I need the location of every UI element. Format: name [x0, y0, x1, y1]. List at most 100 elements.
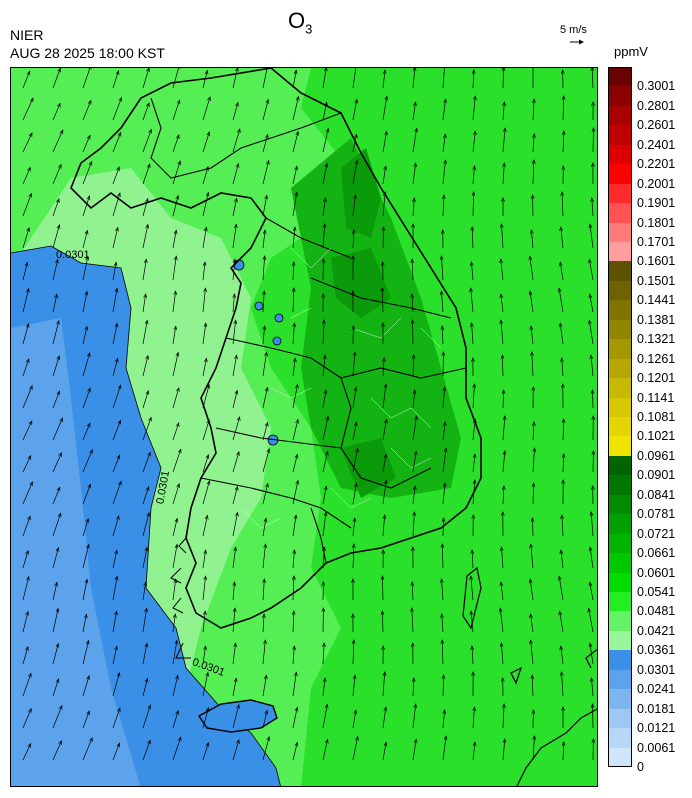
wind-arrow-head — [469, 575, 473, 581]
wind-arrow-head — [557, 287, 562, 293]
wind-arrow-head — [232, 293, 237, 298]
wind-arrow-head — [471, 191, 476, 196]
legend-swatch — [608, 397, 632, 417]
wind-arrow — [322, 102, 328, 121]
wind-arrow — [592, 389, 594, 409]
wind-arrow-head — [291, 610, 296, 615]
wind-arrow — [382, 384, 387, 409]
wind-arrow-head — [471, 69, 476, 74]
wind-arrow — [22, 98, 34, 121]
legend-bin: 0.0721 — [608, 514, 692, 541]
wind-arrow-head — [384, 479, 388, 485]
wind-arrow-head — [85, 255, 89, 261]
wind-arrow — [202, 358, 207, 377]
wind-arrow-head — [354, 98, 359, 104]
wind-arrow — [562, 96, 565, 121]
wind-arrow — [561, 672, 564, 697]
wind-arrow — [52, 198, 60, 217]
wind-arrow-head — [58, 452, 62, 457]
ozone-field-darkest-core — [331, 148, 396, 498]
wind-arrow-head — [413, 738, 418, 744]
wind-arrow-head — [561, 706, 565, 711]
wind-arrow — [442, 160, 446, 185]
wind-arrow — [232, 608, 236, 633]
wind-arrow — [531, 230, 534, 249]
wind-arrow — [471, 323, 474, 345]
wind-arrow — [442, 195, 445, 217]
wind-arrow-head — [588, 293, 593, 299]
wind-arrow — [588, 608, 594, 633]
wind-arrow-head — [143, 581, 148, 587]
wind-arrow-head — [384, 130, 388, 136]
wind-arrow — [441, 640, 444, 665]
legend-bin: 0.1701 — [608, 222, 692, 249]
wind-arrow — [382, 707, 387, 729]
legend-bin: 0.0601 — [608, 553, 692, 580]
wind-arrow-head — [57, 163, 62, 169]
wind-arrow — [352, 736, 359, 761]
legend-label: 0.0901 — [637, 468, 676, 483]
wind-arrow-head — [173, 229, 178, 235]
wind-arrow — [502, 68, 504, 89]
wind-arrow-head — [294, 165, 298, 171]
wind-arrow — [292, 192, 298, 217]
wind-arrow-head — [87, 68, 92, 70]
wind-arrow — [322, 68, 327, 89]
province-borders — [150, 97, 467, 564]
wind-arrow — [22, 193, 32, 217]
wind-arrow — [412, 163, 417, 185]
wind-arrow-head — [591, 101, 595, 106]
wind-arrow — [562, 454, 565, 473]
legend-label: 0.0361 — [637, 643, 676, 658]
wind-arrow-head — [144, 677, 149, 683]
wind-arrow — [322, 547, 325, 569]
wind-arrow-head — [439, 578, 444, 583]
wind-arrow — [352, 544, 355, 569]
wind-arrow-head — [381, 549, 386, 554]
wind-arrow — [22, 646, 29, 665]
wind-arrow-head — [441, 351, 446, 356]
wind-arrow — [22, 516, 31, 537]
wind-arrow — [172, 387, 180, 409]
legend-swatch — [608, 728, 632, 748]
wind-arrow-head — [442, 709, 447, 714]
wind-arrow-head — [412, 197, 416, 202]
wind-arrow — [142, 390, 149, 409]
wind-arrow-head — [384, 418, 388, 424]
ozone-field-lowest-sea — [11, 318, 141, 786]
wind-arrow — [352, 422, 357, 441]
legend-bin: 0.2401 — [608, 125, 692, 152]
wind-arrow — [82, 579, 88, 601]
wind-arrow-head — [530, 194, 535, 199]
wind-arrow — [262, 579, 265, 601]
wind-arrow — [352, 518, 356, 537]
wind-arrow — [412, 198, 415, 217]
wind-arrow-head — [410, 581, 415, 586]
wind-arrow — [441, 579, 444, 601]
legend-bin: 0.1501 — [608, 261, 692, 288]
wind-arrow-head — [143, 293, 147, 299]
wind-arrow — [142, 320, 148, 345]
wind-arrow — [232, 320, 237, 345]
wind-arrow — [530, 640, 534, 665]
wind-arrow-head — [262, 613, 266, 618]
wind-arrow — [471, 227, 474, 249]
wind-arrow-head — [146, 102, 150, 108]
wind-arrow-head — [56, 319, 60, 325]
wind-arrow-head — [234, 389, 239, 395]
wind-arrow — [22, 167, 31, 185]
wind-arrow-head — [324, 162, 329, 168]
wind-arrow-head — [502, 450, 507, 455]
wind-arrow — [322, 739, 328, 761]
wind-arrow — [142, 452, 151, 473]
wind-arrow-head — [27, 166, 31, 172]
wind-arrow — [382, 610, 384, 633]
map-canvas: 0.0301 0.0301 0.0301 — [11, 68, 597, 786]
wind-arrow — [500, 294, 504, 313]
wind-arrow — [442, 517, 444, 537]
wind-arrow-head — [173, 325, 178, 331]
wind-arrow — [262, 291, 265, 313]
valid-time-label: AUG 28 2025 18:00 KST — [10, 45, 165, 61]
wind-arrow — [412, 486, 416, 505]
legend-bin: 0.3001 — [608, 67, 692, 93]
